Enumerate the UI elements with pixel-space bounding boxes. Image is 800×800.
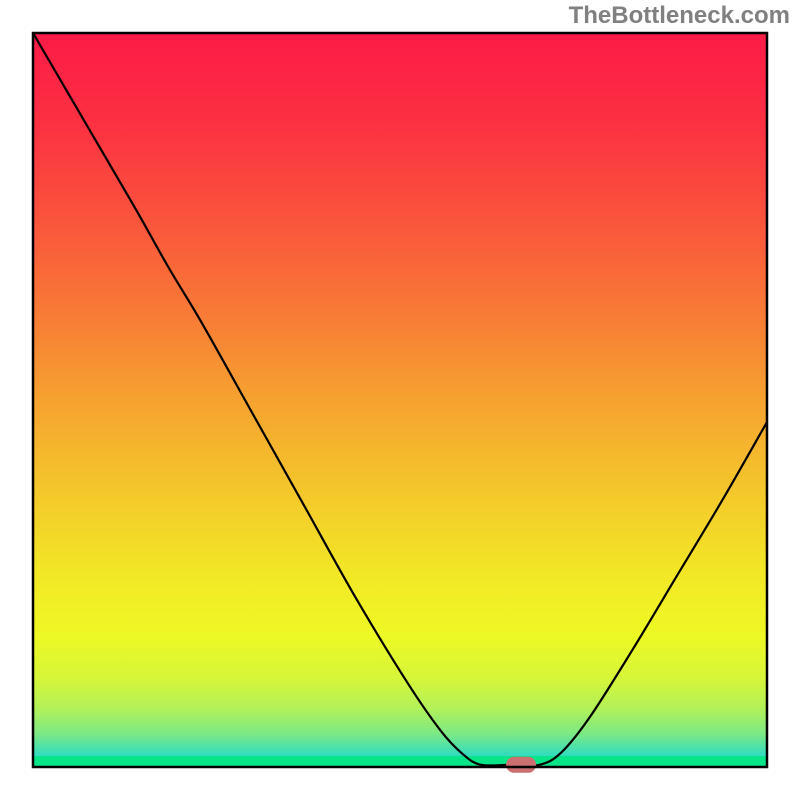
- bottleneck-chart: TheBottleneck.com: [0, 0, 800, 800]
- watermark-text: TheBottleneck.com: [569, 2, 790, 30]
- chart-svg: [0, 0, 800, 800]
- baseline-band: [33, 756, 767, 767]
- plot-background: [33, 33, 767, 767]
- optimal-marker: [506, 757, 536, 773]
